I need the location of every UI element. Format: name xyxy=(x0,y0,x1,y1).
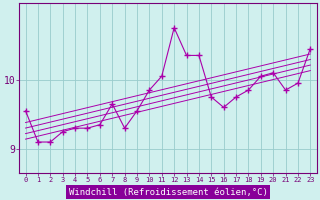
X-axis label: Windchill (Refroidissement éolien,°C): Windchill (Refroidissement éolien,°C) xyxy=(68,188,268,197)
